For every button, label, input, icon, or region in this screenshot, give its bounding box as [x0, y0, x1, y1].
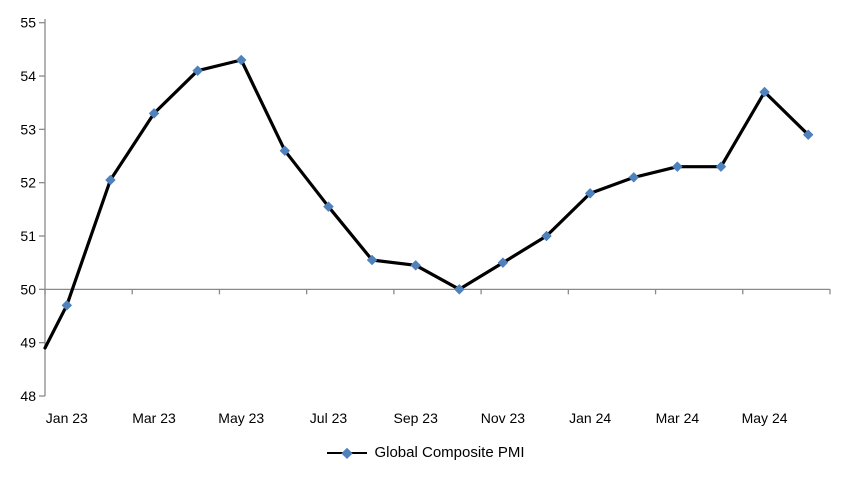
data-point-marker: [192, 65, 203, 77]
x-axis-tick-label: May 23: [218, 410, 264, 426]
x-axis-tick-label: Jul 23: [310, 410, 348, 426]
data-point-marker: [715, 161, 727, 173]
data-point-marker: [235, 54, 247, 66]
y-axis-tick-label: 49: [20, 335, 36, 351]
data-point-marker: [61, 299, 73, 311]
x-axis-tick-label: Mar 23: [132, 410, 176, 426]
y-axis-tick-label: 51: [20, 228, 36, 244]
x-axis-tick-label: Nov 23: [481, 410, 526, 426]
x-axis-tick-label: Sep 23: [394, 410, 439, 426]
y-axis-tick-label: 50: [20, 281, 36, 297]
pmi-series-line: [43, 58, 810, 350]
data-point-marker: [541, 230, 552, 242]
data-point-marker: [323, 201, 334, 213]
data-point-marker: [148, 108, 160, 119]
data-point-marker: [366, 254, 378, 266]
y-axis-tick-label: 54: [20, 68, 36, 84]
data-point-marker: [672, 161, 683, 173]
x-axis-tick-label: Mar 24: [656, 410, 700, 426]
data-point-marker: [802, 129, 814, 141]
legend-label: Global Composite PMI: [374, 444, 525, 461]
data-point-marker: [759, 86, 770, 98]
data-point-marker: [410, 259, 422, 271]
x-axis-tick-label: Jan 24: [569, 410, 611, 426]
data-point-marker: [279, 145, 291, 157]
x-axis-tick-label: May 24: [742, 410, 788, 426]
legend: Global Composite PMI: [0, 443, 852, 463]
data-point-marker: [497, 257, 509, 269]
y-axis-tick-label: 48: [20, 388, 36, 404]
legend-diamond-marker-icon: [342, 447, 353, 459]
y-axis-tick-label: 53: [20, 121, 36, 137]
legend-line-sample: [327, 447, 368, 459]
data-point-marker: [453, 283, 465, 295]
data-point-marker: [584, 187, 596, 199]
y-axis-tick-label: 52: [20, 175, 36, 191]
data-point-marker: [105, 174, 116, 186]
y-axis-tick-label: 55: [20, 15, 36, 31]
x-axis-tick-label: Jan 23: [46, 410, 88, 426]
data-point-marker: [628, 171, 640, 183]
